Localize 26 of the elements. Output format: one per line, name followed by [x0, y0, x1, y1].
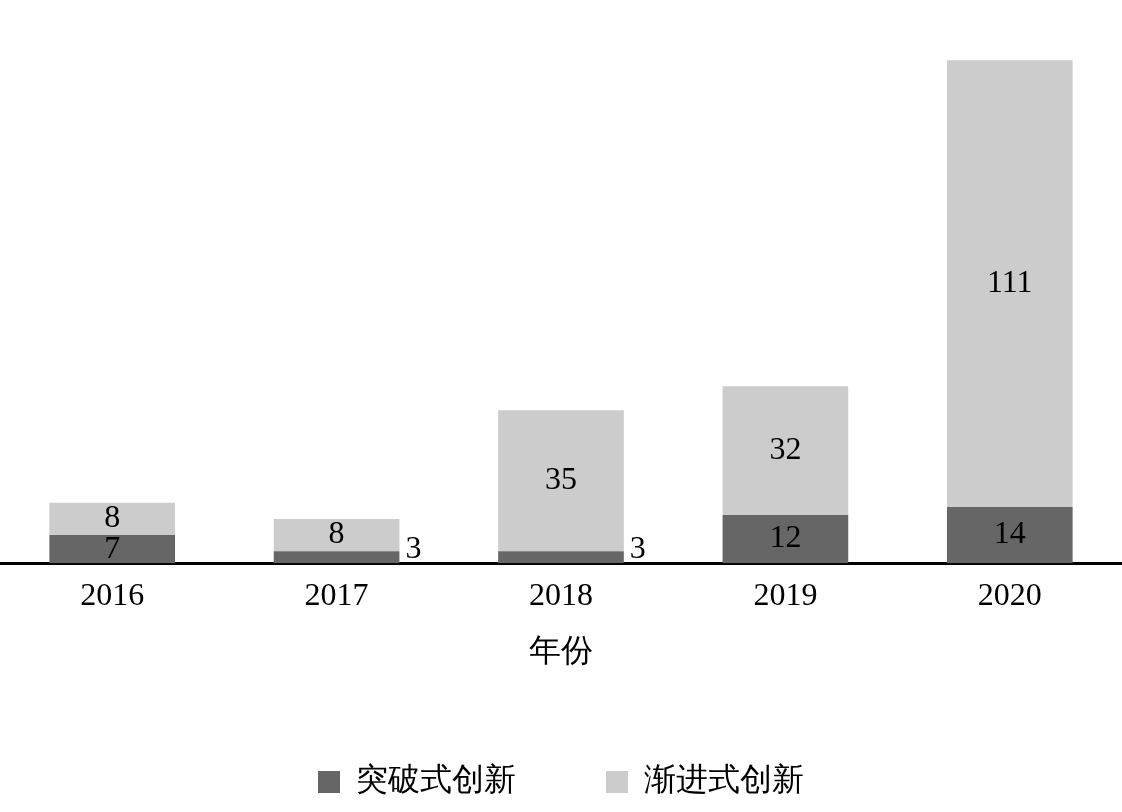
bar [273, 518, 400, 552]
data-label: 35 [545, 460, 577, 497]
data-label: 111 [986, 263, 1033, 300]
bar [722, 386, 849, 515]
data-label: 14 [993, 514, 1026, 551]
x-tick-label: 2019 [753, 575, 818, 612]
data-label: 12 [769, 518, 802, 555]
bar [722, 514, 849, 564]
bar [49, 502, 176, 536]
x-tick-label: 2016 [80, 575, 145, 612]
data-label: 3 [629, 528, 646, 565]
bar [946, 506, 1073, 564]
data-label: 8 [328, 514, 345, 551]
x-tick-label: 2017 [304, 575, 369, 612]
bar [273, 551, 400, 564]
x-tick-label: 2018 [529, 575, 593, 612]
bar [946, 60, 1073, 507]
x-axis-title: 年份 [529, 632, 593, 669]
legend-label: 突破式创新 [356, 761, 516, 798]
data-label: 32 [769, 429, 802, 466]
bar [49, 535, 176, 564]
bar [498, 410, 624, 552]
x-tick-label: 2020 [977, 575, 1042, 612]
legend-label: 渐进式创新 [644, 761, 804, 798]
bar [498, 551, 624, 564]
data-label: 3 [405, 528, 422, 565]
